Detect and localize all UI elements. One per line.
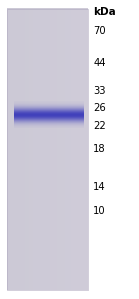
Text: 33: 33 xyxy=(93,86,106,96)
Text: kDa: kDa xyxy=(93,7,116,17)
Text: 18: 18 xyxy=(93,144,106,155)
Text: 10: 10 xyxy=(93,206,106,216)
Text: 14: 14 xyxy=(93,182,106,192)
Text: 44: 44 xyxy=(93,58,106,68)
Text: 22: 22 xyxy=(93,121,106,131)
Text: 70: 70 xyxy=(93,26,106,36)
Text: 26: 26 xyxy=(93,103,106,113)
